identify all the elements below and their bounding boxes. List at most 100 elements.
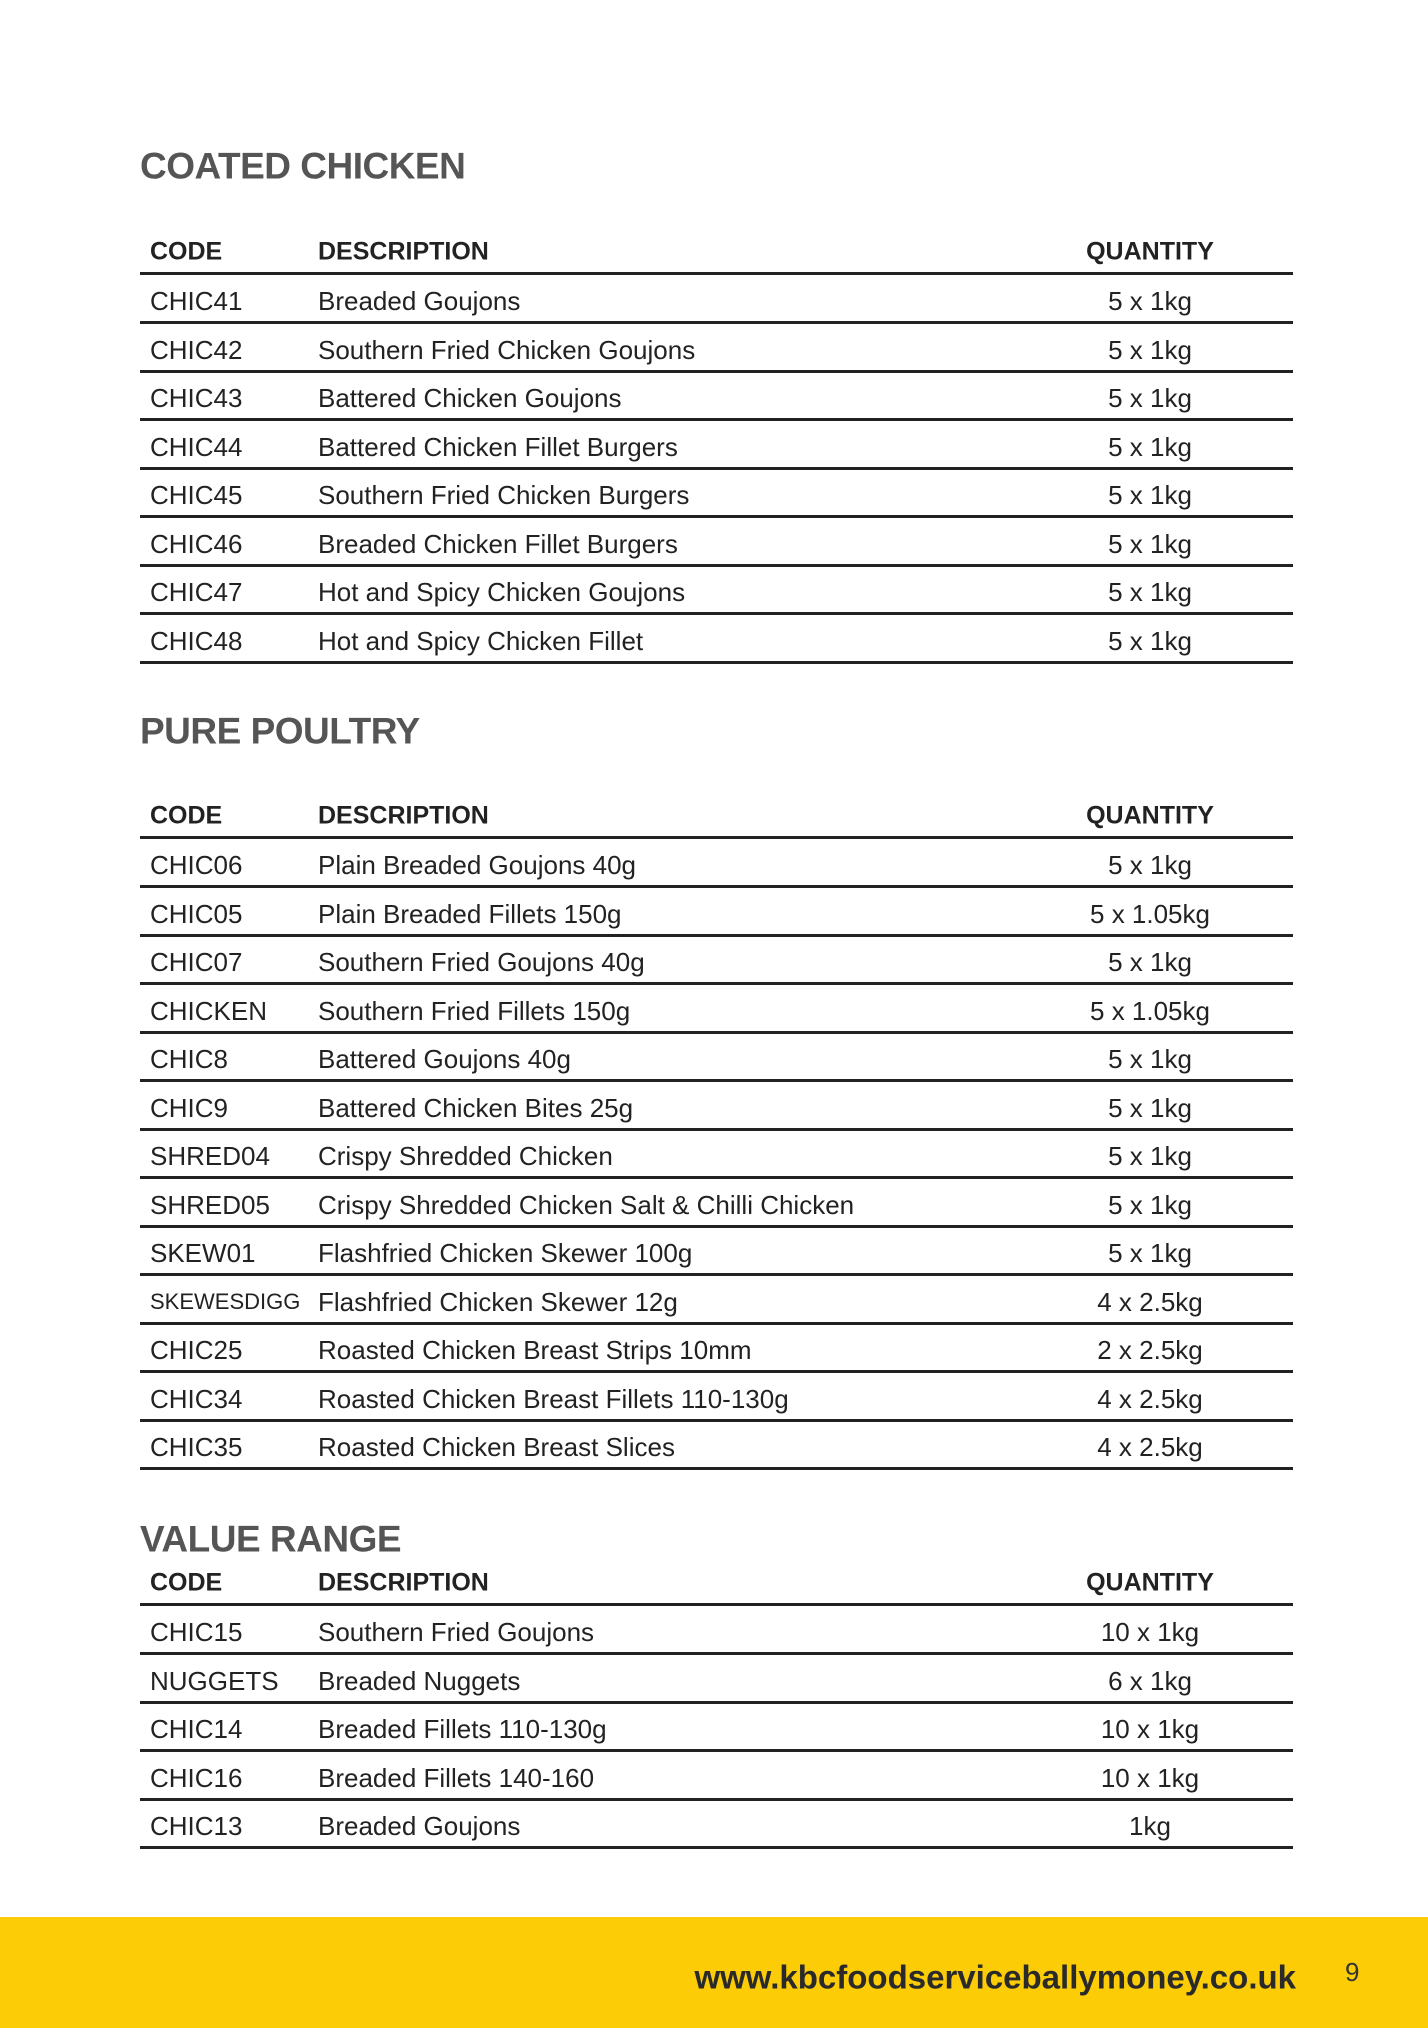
section-title: COATED CHICKEN <box>140 145 466 187</box>
quantity: 5 x 1kg <box>1108 1044 1192 1074</box>
quantity: 4 x 2.5kg <box>1097 1286 1203 1317</box>
quantity: 5 x 1kg <box>1108 850 1192 880</box>
code: CHIC48 <box>150 625 243 656</box>
quantity: 5 x 1kg <box>1108 383 1192 413</box>
header-rule <box>140 272 1293 275</box>
code: CHIC07 <box>150 947 243 977</box>
quantity: 5 x 1.05kg <box>1090 898 1210 929</box>
quantity: 2 x 2.5kg <box>1097 1335 1203 1365</box>
description: Southern Fried Chicken Burgers <box>318 480 690 510</box>
code: CHIC8 <box>150 1044 229 1074</box>
quantity: 5 x 1kg <box>1108 1141 1192 1171</box>
description: Breaded Chicken Fillet Burgers <box>318 528 678 559</box>
row-rule <box>140 515 1293 518</box>
row-rule <box>140 1370 1293 1373</box>
code: CHIC35 <box>150 1432 243 1462</box>
quantity: 1kg <box>1129 1811 1171 1841</box>
page-number: 9 <box>1345 1957 1360 1987</box>
row-rule <box>140 563 1293 567</box>
quantity: 6 x 1kg <box>1108 1665 1192 1696</box>
code: CHIC13 <box>150 1811 243 1841</box>
quantity: 5 x 1kg <box>1108 286 1192 316</box>
row-rule <box>140 885 1293 888</box>
code: CHIC46 <box>150 528 243 559</box>
quantity: 5 x 1kg <box>1108 528 1192 559</box>
quantity: 5 x 1kg <box>1108 947 1192 977</box>
row-rule <box>140 321 1293 324</box>
column-header: QUANTITY <box>1086 1568 1214 1597</box>
column-header: QUANTITY <box>1086 237 1214 266</box>
code: SHRED05 <box>150 1189 270 1220</box>
description: Roasted Chicken Breast Slices <box>318 1432 675 1462</box>
row-rule <box>140 1846 1293 1849</box>
quantity: 10 x 1kg <box>1100 1617 1200 1647</box>
column-header: CODE <box>150 1568 223 1597</box>
quantity: 5 x 1kg <box>1108 431 1192 462</box>
code: CHIC9 <box>150 1092 229 1123</box>
description: Breaded Goujons <box>318 286 521 316</box>
code: NUGGETS <box>150 1665 279 1696</box>
row-rule <box>140 1030 1293 1034</box>
row-rule <box>140 418 1293 421</box>
quantity: 10 x 1kg <box>1100 1714 1200 1744</box>
footer-url: www.kbcfoodserviceballymoney.co.uk <box>694 1958 1296 1996</box>
description: Hot and Spicy Chicken Fillet <box>318 625 644 656</box>
column-header: DESCRIPTION <box>318 237 489 266</box>
row-rule <box>140 933 1293 937</box>
description: Battered Chicken Bites 25g <box>318 1092 634 1123</box>
description: Roasted Chicken Breast Fillets 110-130g <box>318 1383 789 1414</box>
section-title: PURE POULTRY <box>140 710 420 752</box>
footer-band <box>0 1917 1428 2028</box>
description: Battered Goujons 40g <box>318 1044 571 1074</box>
code: CHICKEN <box>150 995 268 1026</box>
quantity: 5 x 1kg <box>1108 625 1192 656</box>
description: Breaded Fillets 110-130g <box>318 1714 607 1744</box>
description: Battered Chicken Fillet Burgers <box>318 431 678 462</box>
row-rule <box>140 1467 1293 1470</box>
description: Breaded Fillets 140-160 <box>318 1762 595 1793</box>
quantity: 4 x 2.5kg <box>1097 1383 1203 1414</box>
quantity: 5 x 1kg <box>1108 1189 1192 1220</box>
row-rule <box>140 1749 1293 1752</box>
row-rule <box>140 1079 1293 1082</box>
row-rule <box>140 1176 1293 1179</box>
description: Roasted Chicken Breast Strips 10mm <box>318 1335 752 1365</box>
code: CHIC43 <box>150 383 243 413</box>
code: CHIC05 <box>150 898 243 929</box>
code: SKEW01 <box>150 1238 256 1268</box>
row-rule <box>140 612 1293 615</box>
quantity: 5 x 1.05kg <box>1090 995 1210 1026</box>
description: Southern Fried Goujons <box>318 1617 595 1647</box>
code: CHIC45 <box>150 480 243 510</box>
column-header: QUANTITY <box>1086 801 1214 830</box>
code: CHIC15 <box>150 1617 243 1647</box>
quantity: 5 x 1kg <box>1108 1238 1192 1268</box>
code: CHIC25 <box>150 1335 243 1365</box>
column-header: DESCRIPTION <box>318 801 489 830</box>
row-rule <box>140 369 1293 373</box>
code: CHIC41 <box>150 286 243 316</box>
description: Flashfried Chicken Skewer 100g <box>318 1238 693 1268</box>
quantity: 5 x 1kg <box>1108 480 1192 510</box>
row-rule <box>140 1700 1293 1704</box>
quantity: 5 x 1kg <box>1108 334 1192 365</box>
code: CHIC34 <box>150 1383 243 1414</box>
description: Battered Chicken Goujons <box>318 383 622 413</box>
row-rule <box>140 660 1293 664</box>
code: CHIC44 <box>150 431 243 462</box>
quantity: 10 x 1kg <box>1100 1762 1200 1793</box>
description: Southern Fried Chicken Goujons <box>318 334 696 365</box>
description: Plain Breaded Goujons 40g <box>318 850 637 880</box>
row-rule <box>140 466 1293 470</box>
code: CHIC47 <box>150 577 243 607</box>
description: Southern Fried Goujons 40g <box>318 947 645 977</box>
row-rule <box>140 1797 1293 1801</box>
description: Breaded Goujons <box>318 1811 521 1841</box>
code: CHIC06 <box>150 850 243 880</box>
description: Hot and Spicy Chicken Goujons <box>318 577 686 607</box>
section-title: VALUE RANGE <box>140 1518 402 1560</box>
description: Crispy Shredded Chicken <box>318 1141 613 1171</box>
code: CHIC42 <box>150 334 243 365</box>
code: SHRED04 <box>150 1141 270 1171</box>
